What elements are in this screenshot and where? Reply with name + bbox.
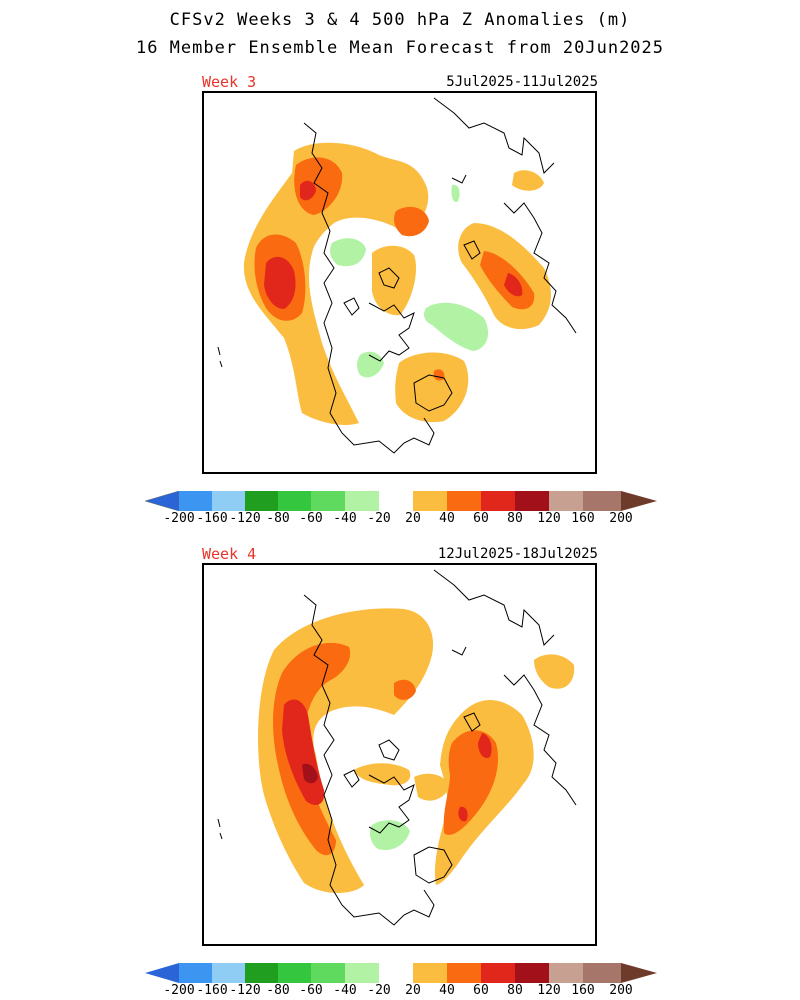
cbar-bin-8 xyxy=(413,963,447,983)
cbar-label: 40 xyxy=(439,511,455,526)
cbar-bin-12 xyxy=(549,963,583,983)
cbar-bin-5 xyxy=(311,963,345,983)
cbar-bin-6 xyxy=(345,491,379,511)
chart-subtitle: 16 Member Ensemble Mean Forecast from 20… xyxy=(135,38,665,58)
cbar-gt-200 xyxy=(621,963,657,983)
cbar-label: -200 xyxy=(163,511,195,526)
anomaly-neg20-neg40-week3 xyxy=(330,184,489,378)
cbar-label: -120 xyxy=(229,983,261,998)
anomaly-neg20-neg40-week4 xyxy=(370,820,410,851)
colorbar-week4 xyxy=(145,963,657,983)
coastlines-week3 xyxy=(217,97,577,454)
cbar-label: 80 xyxy=(507,983,523,998)
colorbar-labels-week4: -200 -160 -120 -80 -60 -40 -20 20 40 60 … xyxy=(145,983,657,999)
cbar-label: 160 xyxy=(571,983,595,998)
cbar-label: 120 xyxy=(537,983,561,998)
map-week3 xyxy=(202,91,597,474)
cbar-bin-9 xyxy=(447,963,481,983)
cbar-bin-10 xyxy=(481,491,515,511)
anomaly-20-40-week3 xyxy=(243,142,551,425)
cbar-bin-13 xyxy=(583,491,621,511)
colorbar-week3 xyxy=(145,491,657,511)
cbar-bin-9 xyxy=(447,491,481,511)
anomaly-80-120-week4 xyxy=(302,763,318,784)
cbar-bin-4 xyxy=(278,491,311,511)
cbar-bin-13 xyxy=(583,963,621,983)
panel-label-week3: Week 3 xyxy=(202,73,257,91)
cbar-label: -20 xyxy=(367,511,391,526)
cbar-bin-10 xyxy=(481,963,515,983)
panel-dates-week3: 5Jul2025-11Jul2025 xyxy=(446,74,598,90)
cbar-label: -80 xyxy=(266,511,290,526)
cbar-label: -80 xyxy=(266,983,290,998)
cbar-label: -120 xyxy=(229,511,261,526)
cbar-label: 120 xyxy=(537,511,561,526)
cbar-bin-4 xyxy=(278,963,311,983)
cbar-gt-200 xyxy=(621,491,657,511)
cbar-lt-200 xyxy=(145,491,180,511)
cbar-bin-8 xyxy=(413,491,447,511)
cbar-label: -60 xyxy=(299,983,323,998)
cbar-bin-1 xyxy=(179,491,212,511)
cbar-label: 40 xyxy=(439,983,455,998)
cbar-bin-7 xyxy=(379,491,413,511)
cbar-label: 60 xyxy=(473,983,489,998)
cbar-label: -160 xyxy=(196,983,228,998)
chart-title: CFSv2 Weeks 3 & 4 500 hPa Z Anomalies (m… xyxy=(169,10,631,30)
cbar-label: -40 xyxy=(333,983,357,998)
map-week4 xyxy=(202,563,597,946)
cbar-bin-6 xyxy=(345,963,379,983)
cbar-bin-1 xyxy=(179,963,212,983)
cbar-label: 200 xyxy=(609,983,633,998)
cbar-bin-3 xyxy=(245,963,278,983)
cbar-label: -60 xyxy=(299,511,323,526)
cbar-label: 60 xyxy=(473,511,489,526)
cbar-label: -20 xyxy=(367,983,391,998)
cbar-bin-7 xyxy=(379,963,413,983)
cbar-lt-200 xyxy=(145,963,179,983)
cbar-label: 80 xyxy=(507,511,523,526)
cbar-label: 200 xyxy=(609,511,633,526)
colorbar-labels-week3: -200 -160 -120 -80 -60 -40 -20 20 40 60 … xyxy=(145,511,657,527)
cbar-label: -200 xyxy=(163,983,195,998)
cbar-label: 160 xyxy=(571,511,595,526)
anomaly-60-80-week3 xyxy=(264,180,523,309)
panel-label-week4: Week 4 xyxy=(202,545,257,563)
coastlines-week4 xyxy=(217,569,577,926)
cbar-bin-2 xyxy=(212,491,245,511)
cbar-bin-5 xyxy=(311,491,345,511)
cbar-label: -40 xyxy=(333,511,357,526)
cbar-bin-12 xyxy=(549,491,583,511)
cbar-bin-11 xyxy=(515,491,549,511)
panel-dates-week4: 12Jul2025-18Jul2025 xyxy=(437,546,598,562)
cbar-label: 20 xyxy=(405,511,421,526)
cbar-label: 20 xyxy=(405,983,421,998)
cbar-bin-11 xyxy=(515,963,549,983)
cbar-bin-2 xyxy=(212,963,245,983)
cbar-label: -160 xyxy=(196,511,228,526)
cbar-bin-3 xyxy=(245,491,278,511)
